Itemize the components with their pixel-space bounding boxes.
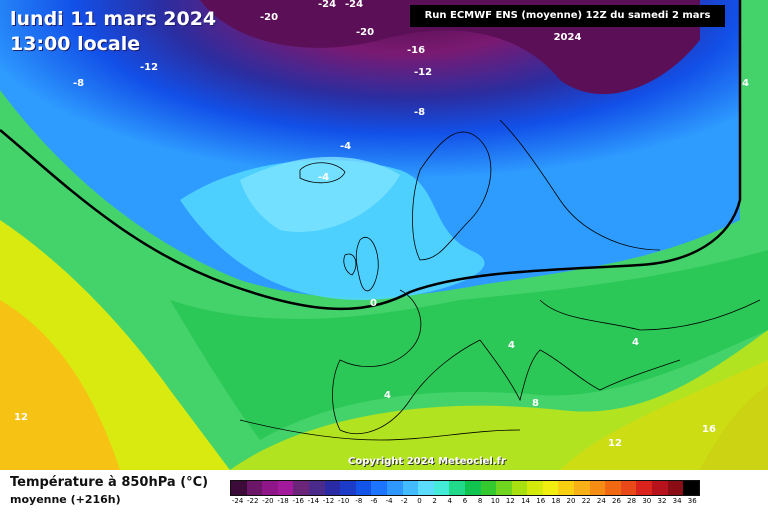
legend-tick-label: 28 bbox=[627, 497, 637, 505]
legend-swatch bbox=[308, 481, 325, 495]
mid-green bbox=[170, 250, 768, 440]
legend-title: Température à 850hPa (°C) bbox=[10, 475, 209, 490]
contour-label: -8 bbox=[414, 107, 425, 118]
legend-tick-label: -4 bbox=[385, 497, 393, 505]
legend-tick-label: 32 bbox=[657, 497, 667, 505]
legend-tick-label: 2 bbox=[432, 497, 437, 505]
contour-label: -16 bbox=[407, 45, 425, 56]
legend-swatch bbox=[386, 481, 403, 495]
south-yellow bbox=[230, 330, 768, 470]
legend-tick-label: 14 bbox=[521, 497, 530, 505]
coastlines bbox=[239, 119, 761, 441]
contour-label: -20 bbox=[356, 27, 374, 38]
legend-tick-label: -6 bbox=[370, 497, 378, 505]
legend-swatch bbox=[464, 481, 481, 495]
legend-tick-label: -8 bbox=[355, 497, 363, 505]
color-scale bbox=[230, 480, 700, 496]
legend-swatch bbox=[605, 481, 621, 495]
legend-swatch bbox=[402, 481, 419, 495]
legend-tick-label: 4 bbox=[447, 497, 452, 505]
legend-tick-label: -20 bbox=[262, 497, 274, 505]
light-blue-zone bbox=[240, 156, 400, 232]
contour-label: -24 bbox=[345, 0, 363, 10]
contour-label: 4 bbox=[742, 78, 749, 89]
forecast-date: lundi 11 mars 2024 bbox=[10, 8, 217, 30]
legend-swatch bbox=[371, 481, 387, 495]
legend-swatch bbox=[542, 481, 559, 495]
contour-label: -4 bbox=[318, 172, 329, 183]
legend-tick-label: 30 bbox=[642, 497, 652, 505]
legend-tick-label: 22 bbox=[581, 497, 591, 505]
color-scale-labels: -24 -22 -20 -18 -16 -14 -12 -10 -8 -6 -4 -2 0 2 4 6 8 10 1… bbox=[230, 497, 700, 509]
legend-swatch bbox=[589, 481, 606, 495]
contour-label: -12 bbox=[414, 67, 432, 78]
legend-tick-label: 18 bbox=[551, 497, 561, 505]
legend-swatch bbox=[667, 481, 684, 495]
southwest-orange bbox=[0, 300, 120, 470]
legend-tick-label: -16 bbox=[292, 497, 304, 505]
legend-tick-label: 16 bbox=[536, 497, 546, 505]
contour-label: 8 bbox=[532, 398, 539, 409]
contour-label: -20 bbox=[260, 12, 278, 23]
temperature-map: -24 -24 -20 -20 -16 -12 -12 -8 -8 -4 -4 … bbox=[0, 0, 768, 470]
legend-swatch bbox=[480, 481, 497, 495]
legend-tick-label: 8 bbox=[477, 497, 483, 505]
legend-tick-label: 24 bbox=[596, 497, 606, 505]
legend-swatch bbox=[418, 481, 434, 495]
cold-air-mass bbox=[0, 0, 740, 298]
legend-swatch bbox=[527, 481, 543, 495]
legend-swatch bbox=[574, 481, 590, 495]
legend-swatch bbox=[324, 481, 341, 495]
legend-swatch bbox=[293, 481, 309, 495]
legend-swatch bbox=[277, 481, 294, 495]
contour-label: -12 bbox=[140, 62, 158, 73]
legend-tick-label: -12 bbox=[322, 497, 335, 505]
legend-swatch bbox=[558, 481, 575, 495]
legend-swatch bbox=[231, 481, 247, 495]
contour-label: 12 bbox=[14, 412, 28, 423]
run-info-banner: Run ECMWF ENS (moyenne) 12Z du samedi 2 … bbox=[410, 5, 725, 43]
contour-label: 4 bbox=[508, 340, 515, 351]
legend-swatch bbox=[340, 481, 356, 495]
legend-tick-label: -14 bbox=[307, 497, 320, 505]
contour-label: 4 bbox=[632, 337, 639, 348]
legend-swatch bbox=[511, 481, 528, 495]
legend-swatch bbox=[449, 481, 465, 495]
legend-tick-label: -2 bbox=[400, 497, 408, 505]
forecast-time: 13:00 locale bbox=[10, 33, 141, 55]
legend-tick-label: -22 bbox=[247, 497, 259, 505]
contour-label: 12 bbox=[608, 438, 622, 449]
legend-swatch bbox=[262, 481, 278, 495]
legend-tick-label: 10 bbox=[490, 497, 500, 505]
legend-swatch bbox=[496, 481, 512, 495]
contour-label: 4 bbox=[384, 390, 391, 401]
legend-swatch bbox=[652, 481, 668, 495]
contour-label: -4 bbox=[340, 141, 351, 152]
zero-isotherm bbox=[0, 0, 742, 311]
legend-tick-label: 0 bbox=[417, 497, 422, 505]
legend-swatch bbox=[355, 481, 372, 495]
legend-tick-label: 20 bbox=[566, 497, 576, 505]
legend-tick-label: 6 bbox=[462, 497, 468, 505]
legend-tick-label: 26 bbox=[612, 497, 621, 505]
legend-swatch bbox=[620, 481, 637, 495]
contour-label: 0 bbox=[370, 298, 377, 309]
legend-tick-label: 12 bbox=[505, 497, 515, 505]
legend-subtitle: moyenne (+216h) bbox=[10, 493, 121, 506]
legend-tick-label: -10 bbox=[337, 497, 350, 505]
legend-swatch bbox=[683, 481, 699, 495]
legend-swatch bbox=[246, 481, 263, 495]
contour-label: -8 bbox=[73, 78, 84, 89]
legend-swatch bbox=[636, 481, 653, 495]
contour-label: -24 bbox=[318, 0, 336, 10]
legend-tick-label: -24 bbox=[231, 497, 244, 505]
legend-tick-label: -18 bbox=[277, 497, 289, 505]
legend-tick-label: 34 bbox=[672, 497, 682, 505]
legend-swatch bbox=[433, 481, 450, 495]
copyright-text: Copyright 2024 Meteociel.fr bbox=[348, 456, 506, 467]
contour-label: 16 bbox=[702, 424, 716, 435]
legend-tick-label: 36 bbox=[687, 497, 697, 505]
